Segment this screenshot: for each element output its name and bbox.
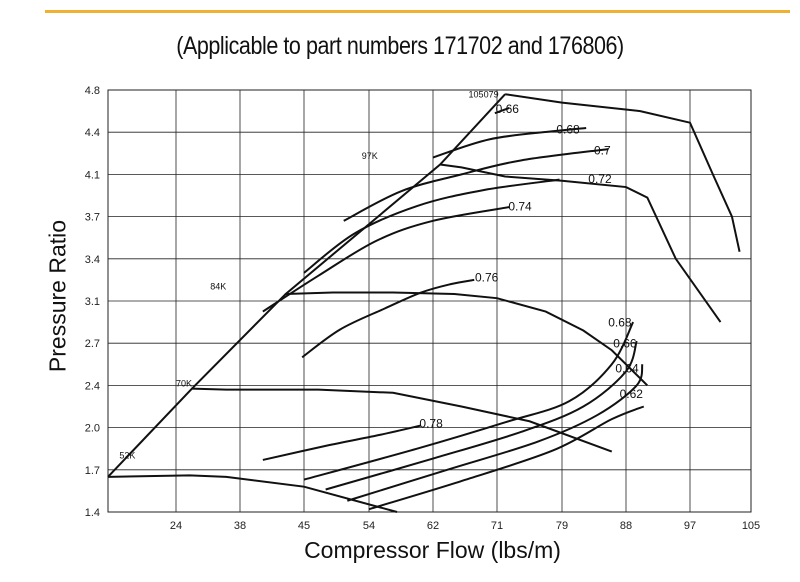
speed-lines: [107, 93, 741, 513]
efficiency-contour-0.66: [325, 340, 638, 491]
x-tick-label: 71: [491, 520, 503, 532]
x-tick-label: 88: [620, 520, 632, 532]
speed-line-105079: [504, 93, 741, 252]
efficiency-contours: [262, 106, 645, 511]
efficiency-label: 0.68: [556, 123, 580, 137]
speed-line-70K: [191, 387, 613, 453]
efficiency-contour-0.62: [368, 405, 645, 511]
speed-label-97k: 97K: [362, 151, 378, 161]
chart-subtitle: (Applicable to part numbers 171702 and 1…: [176, 32, 624, 60]
efficiency-contour-0.72: [303, 178, 560, 274]
speed-line-84K: [285, 291, 649, 387]
efficiency-contour-0.68: [303, 321, 635, 481]
efficiency-label: 0.64: [615, 362, 639, 376]
speed-line-52K: [107, 474, 398, 513]
y-tick-label: 4.1: [85, 169, 100, 181]
axis-ticks: 24 38 45 54 62 71 79 88 97 105 1.4 1.7 2.0 2.4 2.7 3.1 3…: [85, 85, 760, 532]
speed-label-52k: 52K: [119, 451, 135, 461]
x-tick-label: 79: [556, 520, 568, 532]
grid: [107, 89, 752, 513]
curve-labels: 52K 70K 84K 97K 105079 0.66 0.68 0.7 0.72 0.74 0.7…: [119, 89, 643, 460]
efficiency-label: 0.7: [594, 144, 611, 158]
x-axis-title: Compressor Flow (lbs/m): [304, 537, 561, 563]
efficiency-label: 0.66: [496, 102, 520, 116]
x-tick-label: 62: [427, 520, 439, 532]
speed-label-84k: 84K: [210, 282, 226, 292]
efficiency-contour-0.78: [262, 424, 422, 461]
y-tick-label: 2.4: [85, 380, 100, 392]
speed-label-105079: 105079: [469, 89, 499, 99]
y-tick-label: 2.0: [85, 423, 100, 435]
efficiency-label: 0.74: [508, 199, 532, 213]
x-tick-label: 97: [684, 520, 696, 532]
y-tick-label: 4.8: [85, 85, 100, 97]
x-tick-label: 45: [298, 520, 310, 532]
speed-label-70k: 70K: [176, 378, 192, 388]
x-tick-label: 24: [170, 520, 182, 532]
y-tick-label: 1.7: [85, 465, 100, 477]
efficiency-label: 0.66: [613, 336, 637, 350]
x-tick-label: 54: [363, 520, 375, 532]
efficiency-contour-0.74: [262, 206, 510, 313]
x-tick-label: 38: [234, 520, 246, 532]
y-tick-label: 3.4: [85, 254, 100, 266]
accent-rule: [45, 10, 790, 13]
efficiency-contour-0.64: [347, 364, 644, 502]
x-tick-label: 105: [742, 520, 760, 532]
efficiency-contour-0.66: [494, 106, 510, 115]
y-tick-label: 3.7: [85, 212, 100, 224]
efficiency-contour-0.76: [301, 278, 475, 359]
speed-line-97K: [439, 163, 722, 323]
efficiency-label: 0.78: [419, 417, 443, 431]
efficiency-label: 0.72: [588, 172, 612, 186]
efficiency-label: 0.68: [608, 315, 632, 329]
y-tick-label: 2.7: [85, 338, 100, 350]
y-tick-label: 1.4: [85, 507, 100, 519]
efficiency-label: 0.76: [475, 270, 499, 284]
y-tick-label: 3.1: [85, 296, 100, 308]
efficiency-contour-0.7: [343, 148, 609, 222]
surge-line: [107, 93, 506, 478]
efficiency-contour-0.68: [432, 126, 587, 159]
y-tick-label: 4.4: [85, 127, 100, 139]
efficiency-label: 0.62: [620, 387, 644, 401]
